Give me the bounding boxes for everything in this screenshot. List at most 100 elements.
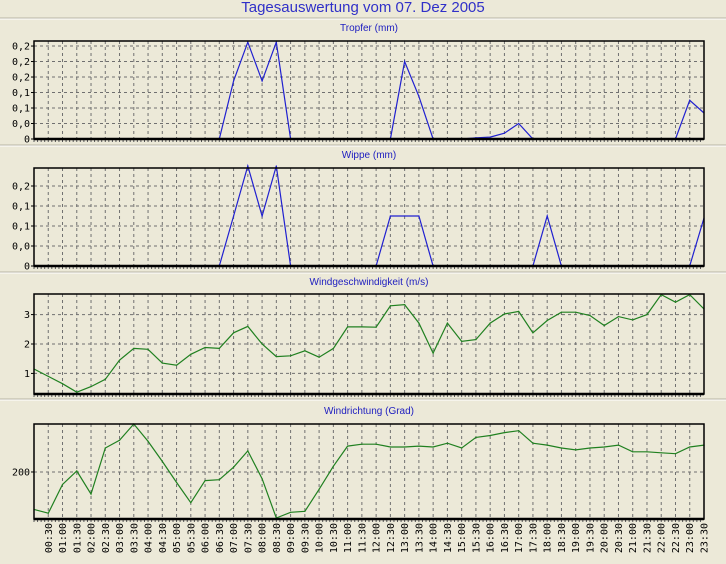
data-point xyxy=(76,391,78,393)
data-point xyxy=(375,326,377,328)
y-tick-label: 0,0 xyxy=(12,242,30,253)
y-tick-label: 0 xyxy=(24,135,30,146)
data-point xyxy=(589,447,591,449)
x-tick-label: 09:30 xyxy=(300,523,311,553)
x-tick-label: 14:00 xyxy=(429,523,440,553)
x-tick-label: 17:30 xyxy=(528,523,539,553)
data-point xyxy=(503,432,506,434)
data-point xyxy=(47,375,49,377)
series-line xyxy=(34,40,705,140)
data-point xyxy=(261,215,263,217)
plot-frame xyxy=(33,423,705,520)
data-point xyxy=(418,95,420,97)
x-tick-label: 22:30 xyxy=(671,523,682,553)
x-tick-label: 11:00 xyxy=(343,523,354,553)
y-tick-label: 0,2 xyxy=(12,73,30,84)
data-point xyxy=(532,442,534,444)
data-point xyxy=(204,346,206,349)
x-tick-label: 13:00 xyxy=(400,523,411,553)
data-point xyxy=(418,215,420,217)
data-point xyxy=(617,444,620,446)
data-point xyxy=(532,332,534,334)
x-tick-label: 15:00 xyxy=(457,523,468,553)
x-tick-label: 07:30 xyxy=(243,523,254,553)
data-point xyxy=(404,60,406,63)
data-point xyxy=(689,99,691,101)
data-point xyxy=(461,340,463,342)
data-point xyxy=(518,310,520,312)
data-point xyxy=(489,322,491,324)
data-point xyxy=(104,378,106,380)
data-point xyxy=(518,430,520,432)
data-point xyxy=(118,359,121,361)
data-point xyxy=(361,443,363,445)
x-tick-label: 16:30 xyxy=(500,523,511,553)
data-point xyxy=(247,41,249,43)
x-tick-label: 12:00 xyxy=(372,523,383,553)
data-point xyxy=(275,356,277,358)
data-point xyxy=(275,165,277,167)
data-point xyxy=(475,338,477,341)
x-tick-label: 05:30 xyxy=(186,523,197,553)
y-tick-label: 0,1 xyxy=(12,104,30,115)
data-point xyxy=(133,347,135,350)
data-point xyxy=(461,447,463,449)
data-point xyxy=(617,316,620,318)
y-tick-label: 0 xyxy=(24,262,30,273)
data-point xyxy=(418,445,420,447)
x-tick-label: 03:30 xyxy=(129,523,140,553)
data-point xyxy=(247,450,249,452)
data-point xyxy=(161,460,163,463)
data-point xyxy=(332,347,334,350)
data-point xyxy=(204,480,206,482)
data-point xyxy=(674,453,677,455)
data-point xyxy=(603,446,605,448)
data-point xyxy=(332,465,334,467)
x-tick-label: 04:00 xyxy=(144,523,155,553)
data-point xyxy=(161,362,163,364)
x-tick-label: 06:00 xyxy=(201,523,212,553)
x-tick-label: 19:00 xyxy=(571,523,582,553)
data-point xyxy=(389,305,391,307)
data-point xyxy=(175,364,178,366)
x-tick-label: 21:30 xyxy=(642,523,653,553)
data-point xyxy=(418,322,420,324)
data-point xyxy=(147,348,149,350)
chart-title: Tagesauswertung vom 07. Dez 2005 xyxy=(241,0,485,16)
x-tick-label: 18:30 xyxy=(557,523,568,553)
data-point xyxy=(432,446,434,448)
data-point xyxy=(404,303,406,306)
data-point xyxy=(104,447,106,449)
data-point xyxy=(218,347,220,350)
data-point xyxy=(232,332,235,334)
x-tick-label: 20:30 xyxy=(614,523,625,553)
panel-title: Tropfer (mm) xyxy=(340,23,398,34)
x-tick-label: 00:30 xyxy=(44,523,55,553)
x-tick-label: 14:30 xyxy=(443,523,454,553)
data-point xyxy=(232,466,235,468)
x-tick-label: 18:00 xyxy=(543,523,554,553)
data-point xyxy=(546,444,548,446)
data-point xyxy=(689,446,691,448)
data-point xyxy=(289,511,292,513)
data-point xyxy=(646,313,648,316)
data-point xyxy=(503,313,506,315)
data-point xyxy=(147,440,149,442)
x-tick-label: 22:00 xyxy=(657,523,668,553)
panel-title: Windgeschwindigkeit (m/s) xyxy=(310,277,429,288)
data-point xyxy=(632,451,634,453)
data-point xyxy=(289,355,292,357)
x-tick-label: 03:00 xyxy=(115,523,126,553)
data-point xyxy=(232,80,235,82)
y-tick-label: 200 xyxy=(12,467,30,478)
data-point xyxy=(61,483,64,486)
data-point xyxy=(446,442,449,444)
y-tick-label: 0,2 xyxy=(12,57,30,68)
x-tick-label: 15:30 xyxy=(471,523,482,553)
data-point xyxy=(347,326,349,328)
data-point xyxy=(247,325,249,327)
data-point xyxy=(404,215,406,217)
y-tick-label: 0,2 xyxy=(12,182,30,193)
x-tick-label: 05:00 xyxy=(172,523,183,553)
